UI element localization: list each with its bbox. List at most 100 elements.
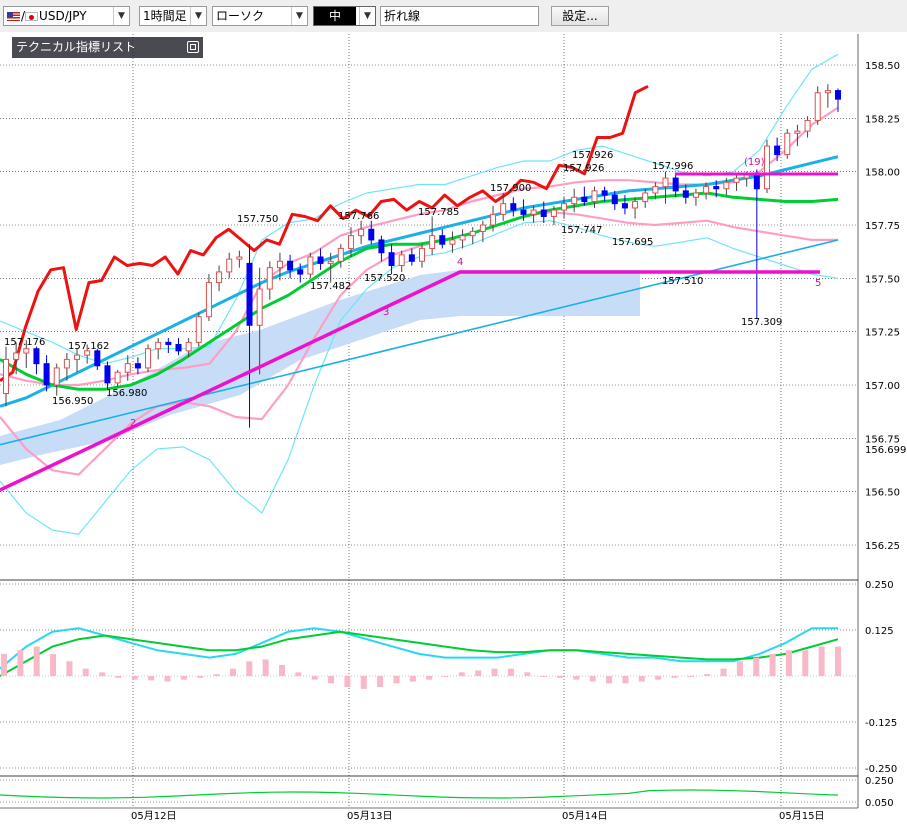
macd-histogram-bar (458, 672, 465, 676)
macd-histogram-bar (213, 674, 220, 676)
candle-body (155, 341, 162, 350)
candle-body (540, 209, 547, 217)
chevron-down-icon[interactable]: ▼ (113, 7, 129, 25)
symbol-select[interactable]: / USD/JPY ▼ (3, 6, 130, 26)
macd-histogram-bar (131, 676, 138, 680)
symbol-label: USD/JPY (39, 9, 87, 23)
low-price-annotation: 157.747 (561, 225, 602, 236)
candlesticks (3, 84, 841, 428)
macd-histogram-bar (148, 676, 155, 681)
candle-body (490, 213, 497, 226)
candle-body (510, 203, 517, 211)
macd-histogram-bar (753, 657, 760, 676)
macd-line (0, 627, 838, 670)
candle-body (520, 209, 527, 215)
high-price-annotation: 157.900 (490, 183, 531, 194)
panel-title: テクニカル指標リスト (16, 40, 137, 54)
macd-histogram-bar (197, 676, 204, 678)
macd-histogram-bar (99, 672, 106, 676)
bollinger-inner-upper-band (0, 106, 839, 387)
candle-body (743, 173, 750, 179)
price-tick-label: 157.25 (865, 328, 900, 339)
candle-body (256, 288, 263, 326)
us-flag-icon (7, 12, 20, 21)
candle-body (145, 348, 152, 369)
indicator-lines (0, 53, 839, 677)
candle-body (784, 132, 791, 156)
candle-body (763, 145, 770, 190)
line-type-select[interactable]: 折れ線 (380, 6, 539, 26)
candle-body (621, 203, 628, 209)
macd-histogram-bar (704, 674, 711, 676)
macd-histogram-bar (606, 676, 613, 684)
ichimoku-cloud-area (0, 270, 640, 465)
candle-body (662, 177, 669, 188)
symbol-prefix: / (21, 9, 26, 23)
low-price-annotation: 157.695 (612, 237, 653, 248)
candle-body (804, 119, 811, 132)
candle-body (388, 252, 395, 267)
long-term-trend-line (0, 239, 839, 446)
price-tick-label: 156.50 (865, 488, 900, 499)
long-moving-average (0, 155, 839, 408)
size-select[interactable]: 中 ▼ (313, 6, 376, 26)
price-annotations: 157.176 157.162 157.750 157.766 157.785 157.9… (4, 150, 821, 429)
settings-button[interactable]: 設定... (551, 6, 609, 26)
current-price-label: 156.699 (865, 445, 906, 456)
candle-body (246, 262, 253, 326)
macd-histogram-bar (507, 668, 514, 676)
candle-body (439, 235, 446, 245)
macd-histogram-bar (279, 664, 285, 676)
candle-body (43, 363, 50, 386)
chart-type-label: ローソク (216, 9, 265, 23)
candle-body (134, 363, 141, 369)
price-tick-label: 156.75 (865, 434, 900, 445)
chevron-down-icon[interactable]: ▼ (359, 7, 375, 25)
restore-window-icon[interactable] (187, 41, 199, 53)
bollinger-inner-lower-band (0, 211, 838, 476)
toolbar: / USD/JPY ▼ 1時間足 ▼ ローソク ▼ 中 ▼ 折れ線 設定... (0, 0, 907, 32)
macd-histogram-bar (50, 653, 57, 676)
chevron-down-icon[interactable]: ▼ (190, 7, 206, 25)
macd-histogram-bar (589, 676, 596, 682)
trendlines (0, 172, 838, 492)
low-price-annotation: 157.510 (662, 276, 703, 287)
candle-body (327, 260, 334, 264)
candle-body (479, 224, 486, 232)
wave-count-label: 5 (815, 278, 821, 289)
candle-body (378, 239, 385, 254)
macd-tick-label: -0.125 (865, 718, 897, 729)
high-price-annotation: 157.926 (563, 163, 604, 174)
candle-body (297, 269, 304, 275)
candle-body (368, 228, 375, 241)
technical-indicator-list-panel[interactable]: テクニカル指標リスト (12, 37, 203, 58)
date-tick-label: 05月12日 (131, 810, 176, 822)
macd-histogram-bar (393, 676, 400, 684)
timeframe-select[interactable]: 1時間足 ▼ (139, 6, 207, 26)
chevron-down-icon[interactable]: ▼ (291, 7, 307, 25)
macd-histogram-bar (33, 646, 40, 676)
high-price-annotation: 157.996 (652, 161, 693, 172)
high-price-annotation: 157.785 (418, 207, 459, 218)
macd-tick-label: 0.250 (865, 580, 894, 591)
macd-histogram-bar (491, 668, 498, 676)
date-tick-label: 05月15日 (779, 810, 824, 822)
macd-histogram-bar (311, 676, 318, 680)
candle-body (459, 235, 466, 241)
macd-histogram-bar (82, 668, 89, 676)
candle-body (195, 316, 202, 343)
candle-body (419, 247, 425, 262)
grid-lines (0, 34, 858, 808)
macd-histogram-bar (671, 676, 678, 678)
macd-histogram-bar (1, 653, 7, 676)
wave-count-label: 3 (383, 307, 389, 318)
candle-body (3, 358, 9, 395)
chart-type-select[interactable]: ローソク ▼ (212, 6, 308, 26)
macd-histogram-bar (229, 668, 236, 676)
candle-body (337, 247, 344, 262)
macd-histogram-bar (818, 646, 825, 676)
candle-body (104, 365, 111, 384)
high-price-annotation: 157.926 (572, 150, 613, 161)
candle-body (449, 239, 456, 245)
